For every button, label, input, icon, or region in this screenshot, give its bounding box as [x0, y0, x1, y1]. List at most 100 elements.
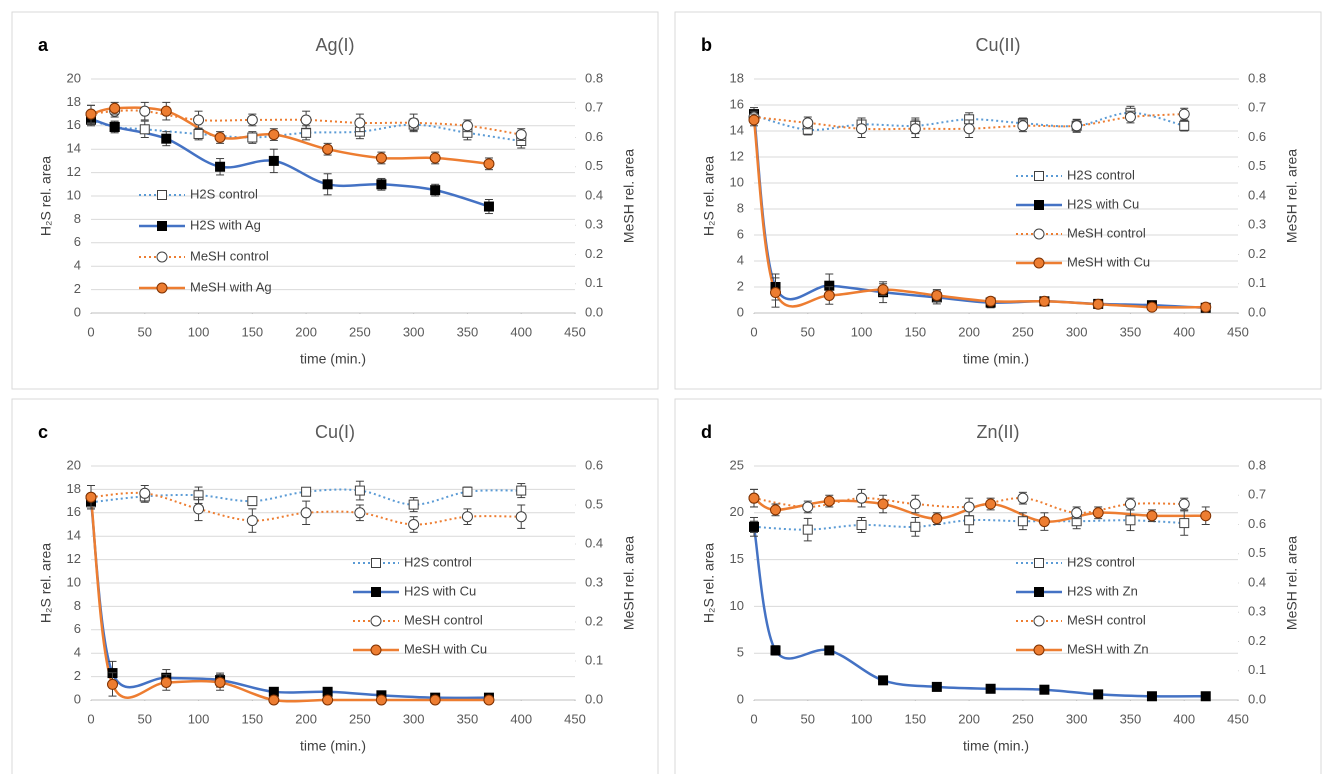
y2-tick-label: 0.0	[1248, 691, 1266, 706]
y2-tick-label: 0.6	[585, 129, 603, 144]
marker	[1146, 691, 1157, 702]
x-tick-label: 400	[1173, 324, 1195, 339]
y2-tick-label: 0.2	[585, 246, 603, 261]
x-tick-label: 300	[403, 324, 425, 339]
y-tick-label: 14	[730, 122, 744, 137]
marker	[300, 114, 312, 126]
marker	[429, 694, 441, 706]
marker	[1178, 108, 1190, 120]
marker	[802, 524, 813, 535]
y-tick-label: 25	[730, 457, 744, 472]
y2-tick-label: 0.5	[585, 496, 603, 511]
legend-label: H2S with Zn	[1067, 583, 1138, 598]
x-tick-label: 200	[295, 324, 317, 339]
x-tick-label: 350	[457, 711, 479, 726]
marker	[963, 123, 975, 135]
marker	[107, 678, 119, 690]
y2-tick-label: 0.4	[585, 187, 603, 202]
x-tick-label: 300	[1066, 324, 1088, 339]
marker	[856, 519, 867, 530]
panel-border	[674, 11, 1322, 390]
marker	[322, 143, 334, 155]
marker	[515, 511, 527, 523]
x-tick-label: 50	[138, 324, 152, 339]
legend-label: MeSH control	[190, 248, 269, 263]
y-tick-label: 12	[67, 551, 81, 566]
marker	[1092, 298, 1104, 310]
series-line	[753, 497, 1185, 514]
legend-marker	[371, 558, 381, 568]
y-tick-label: 14	[67, 528, 81, 543]
series-line	[752, 119, 1206, 309]
y-tick-label: 6	[74, 234, 81, 249]
x-tick-label: 200	[295, 711, 317, 726]
marker	[160, 676, 172, 688]
y-axis-label: H₂S rel. area	[701, 543, 717, 623]
legend-label: H2S with Ag	[190, 217, 261, 232]
y2-tick-label: 0.6	[585, 457, 603, 472]
marker	[749, 521, 759, 532]
marker	[877, 498, 889, 510]
series-line	[753, 111, 1185, 131]
y-tick-label: 0	[737, 304, 744, 319]
y2-tick-label: 0.7	[1248, 487, 1266, 502]
y2-tick-label: 0.0	[1248, 304, 1266, 319]
legend-label: MeSH with Cu	[404, 641, 487, 656]
y2-tick-label: 0.2	[1248, 633, 1266, 648]
y2-axis-label: MeSH rel. area	[621, 536, 637, 630]
x-tick-label: 450	[564, 324, 586, 339]
marker	[748, 492, 760, 504]
marker	[462, 486, 473, 497]
legend-label: MeSH control	[1067, 225, 1146, 240]
marker	[301, 127, 312, 138]
y-tick-label: 2	[74, 281, 81, 296]
legend-label: H2S with Cu	[1067, 196, 1139, 211]
y2-tick-label: 0.3	[1248, 604, 1266, 619]
x-tick-label: 250	[349, 711, 371, 726]
marker	[461, 511, 473, 523]
x-axis-label: time (min.)	[963, 351, 1029, 367]
y-tick-label: 4	[74, 645, 81, 660]
y-tick-label: 10	[67, 187, 81, 202]
y-tick-label: 16	[730, 96, 744, 111]
marker	[516, 485, 527, 496]
panel-border	[11, 398, 659, 774]
legend-label: MeSH with Cu	[1067, 254, 1150, 269]
marker	[301, 486, 312, 497]
x-tick-label: 200	[958, 324, 980, 339]
y2-tick-label: 0.2	[585, 613, 603, 628]
marker	[985, 683, 996, 694]
x-tick-label: 400	[510, 711, 532, 726]
y2-tick-label: 0.8	[1248, 457, 1266, 472]
x-tick-label: 100	[188, 711, 210, 726]
y2-tick-label: 0.4	[585, 535, 603, 550]
y2-tick-label: 0.5	[1248, 158, 1266, 173]
y-tick-label: 4	[737, 252, 744, 267]
marker	[770, 287, 782, 299]
marker	[375, 694, 387, 706]
marker	[909, 123, 921, 135]
legend-marker	[1033, 644, 1045, 656]
legend-marker	[1033, 615, 1045, 627]
y-tick-label: 20	[67, 70, 81, 85]
marker	[1017, 516, 1028, 527]
marker	[430, 185, 441, 196]
x-tick-label: 0	[87, 711, 94, 726]
marker	[193, 503, 205, 515]
x-tick-label: 200	[958, 711, 980, 726]
marker	[483, 201, 494, 212]
y2-tick-label: 0.1	[1248, 662, 1266, 677]
marker	[909, 498, 921, 510]
marker	[931, 289, 943, 301]
marker	[139, 124, 150, 135]
marker	[300, 507, 312, 519]
y-tick-label: 14	[67, 141, 81, 156]
x-tick-label: 450	[1227, 324, 1249, 339]
marker	[770, 504, 782, 516]
y2-tick-label: 0.1	[1248, 275, 1266, 290]
series-line	[753, 497, 1206, 523]
marker	[877, 284, 889, 296]
y2-tick-label: 0.3	[585, 574, 603, 589]
marker	[85, 491, 97, 503]
y-tick-label: 8	[74, 211, 81, 226]
